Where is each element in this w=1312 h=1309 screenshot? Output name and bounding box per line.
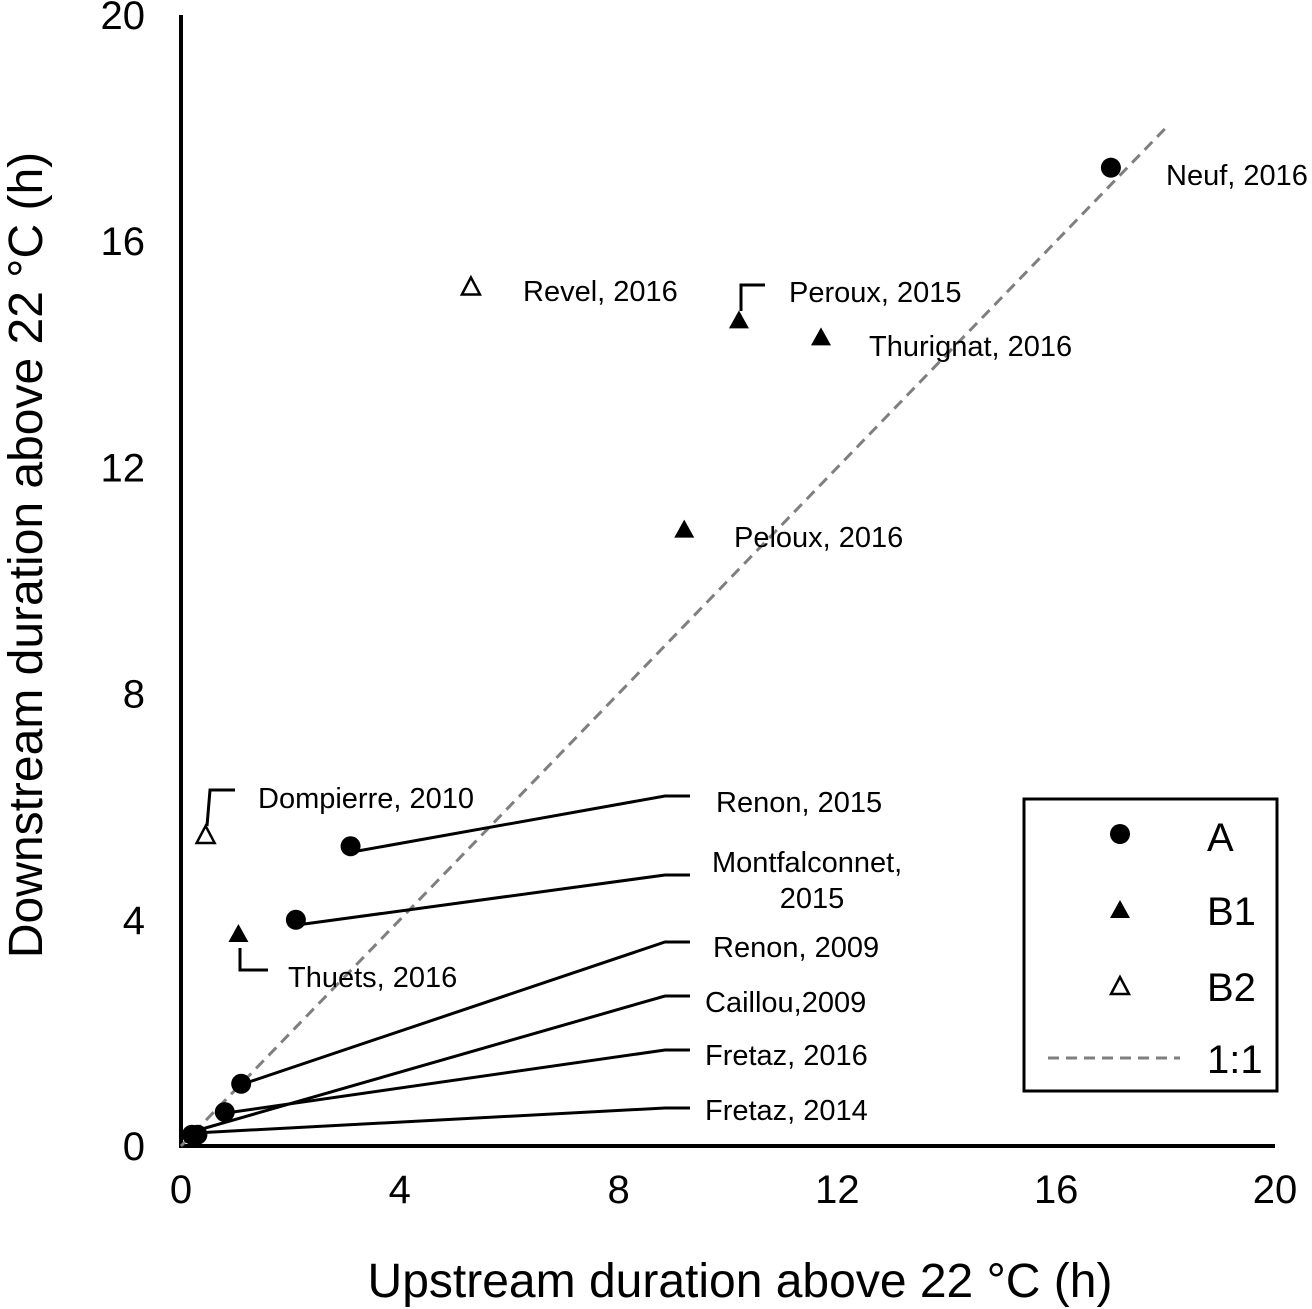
point-label-montfalconnet-2015: Montfalconnet, bbox=[712, 847, 902, 879]
marker-a-fretaz-2014 bbox=[187, 1124, 208, 1145]
marker-b2-revel-2016 bbox=[459, 274, 482, 296]
legend-label-a: A bbox=[1207, 816, 1234, 860]
x-tick-label: 20 bbox=[1253, 1168, 1298, 1212]
leader-line-caillou-2009 bbox=[187, 994, 690, 1135]
legend-label-one-to-one: 1:1 bbox=[1207, 1038, 1263, 1082]
point-label-caillou-2009: Caillou,2009 bbox=[705, 987, 866, 1019]
legend: A B1 B2 1:1 bbox=[1022, 797, 1279, 1093]
x-tick-label: 16 bbox=[1034, 1168, 1079, 1212]
point-label-montfalconnet-2015-line2: 2015 bbox=[780, 883, 845, 915]
x-tick-label: 8 bbox=[607, 1168, 629, 1212]
leader-line-renon-2015 bbox=[351, 794, 690, 854]
leader-line-thuets-2016 bbox=[238, 948, 268, 972]
y-tick-label: 0 bbox=[123, 1125, 145, 1169]
x-tick-label: 4 bbox=[389, 1168, 411, 1212]
point-label-renon-2015: Renon, 2015 bbox=[716, 787, 882, 819]
leader-line-montfalconnet-2015 bbox=[296, 873, 690, 927]
marker-a-renon-2009 bbox=[231, 1073, 252, 1094]
x-axis-title: Upstream duration above 22 °C (h) bbox=[368, 1255, 1113, 1308]
x-tick-label: 0 bbox=[170, 1168, 192, 1212]
marker-a-montfalconnet-2015 bbox=[285, 909, 306, 930]
legend-marker-b1 bbox=[1110, 900, 1130, 918]
point-label-revel-2016: Revel, 2016 bbox=[523, 276, 678, 308]
y-tick-label: 4 bbox=[123, 899, 145, 943]
label-leader-lines bbox=[187, 283, 765, 1135]
point-label-neuf-2016: Neuf, 2016 bbox=[1166, 160, 1308, 192]
x-tick-labels: 0 4 8 12 16 20 bbox=[170, 1168, 1297, 1212]
legend-label-b2: B2 bbox=[1207, 966, 1256, 1010]
marker-a-fretaz-2016 bbox=[214, 1102, 235, 1123]
point-label-thurignat-2016: Thurignat, 2016 bbox=[869, 331, 1072, 363]
point-labels: Neuf, 2016 Renon, 2015 Montfalconnet, 2015 R… bbox=[258, 160, 1308, 1127]
y-tick-labels: 0 4 8 12 16 20 bbox=[101, 0, 146, 1169]
legend-label-b1: B1 bbox=[1207, 890, 1256, 934]
y-tick-label: 12 bbox=[101, 446, 146, 490]
y-tick-label: 20 bbox=[101, 0, 146, 38]
point-label-peloux-2016: Peloux, 2016 bbox=[734, 522, 903, 554]
legend-marker-b2 bbox=[1108, 974, 1132, 996]
marker-b1-thuets-2016 bbox=[228, 923, 249, 942]
point-label-renon-2009: Renon, 2009 bbox=[713, 932, 879, 964]
leader-line-fretaz-2016 bbox=[225, 1048, 690, 1115]
x-tick-label: 12 bbox=[815, 1168, 860, 1212]
marker-b1-peroux-2015 bbox=[728, 310, 749, 329]
point-label-thuets-2016: Thuets, 2016 bbox=[288, 962, 457, 994]
point-label-fretaz-2014: Fretaz, 2014 bbox=[705, 1095, 868, 1127]
leader-line-renon-2009 bbox=[242, 940, 690, 1086]
legend-box bbox=[1022, 797, 1279, 1093]
legend-marker-a bbox=[1110, 824, 1130, 844]
marker-b2-dompierre-2010 bbox=[194, 823, 217, 845]
point-label-fretaz-2016: Fretaz, 2016 bbox=[705, 1040, 868, 1072]
leader-line-fretaz-2014 bbox=[194, 1106, 690, 1135]
marker-b1-peloux-2016 bbox=[674, 519, 695, 538]
point-label-peroux-2015: Peroux, 2015 bbox=[789, 277, 962, 309]
data-markers bbox=[181, 157, 1121, 1145]
point-label-dompierre-2010: Dompierre, 2010 bbox=[258, 783, 474, 815]
one-to-one-line bbox=[179, 127, 1167, 1148]
y-axis-title: Downstream duration above 22 °C (h) bbox=[0, 152, 53, 958]
y-tick-label: 8 bbox=[123, 673, 145, 717]
marker-b1-thurignat-2016 bbox=[810, 327, 831, 346]
marker-a-renon-2015 bbox=[340, 836, 361, 857]
leader-line-dompierre-2010 bbox=[205, 788, 235, 827]
leader-line-peroux-2015 bbox=[739, 283, 765, 311]
marker-a-neuf-2016 bbox=[1100, 157, 1121, 178]
y-tick-label: 16 bbox=[101, 220, 146, 264]
